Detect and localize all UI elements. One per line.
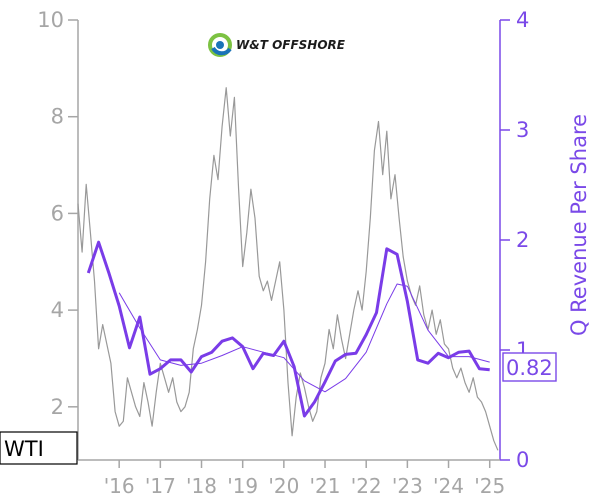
left-tick-label: 6	[51, 201, 64, 225]
logo-swoosh-icon	[211, 46, 232, 56]
series-layer	[77, 87, 499, 451]
x-tick-label: '25	[474, 474, 505, 498]
ticker-label: WTI	[4, 437, 44, 461]
brand-logo: W&T OFFSHORE	[208, 33, 346, 57]
last-value-box	[502, 352, 557, 382]
ticker-box	[0, 431, 78, 465]
x-tick-label: '18	[186, 474, 217, 498]
right-tick-label: 4	[516, 8, 529, 32]
x-tick-label: '16	[104, 474, 135, 498]
logo-center-icon	[216, 41, 224, 49]
x-tick-label: '20	[268, 474, 299, 498]
last-value-label: 0.82	[506, 356, 553, 380]
left-tick-label: 10	[37, 8, 64, 32]
brand-logo-text: W&T OFFSHORE	[236, 38, 346, 52]
left-y-ticks: 2 4 6 8 10	[37, 8, 78, 419]
x-tick-label: '21	[310, 474, 341, 498]
right-tick-label: 0	[516, 448, 529, 472]
revenue-average-line	[118, 283, 490, 393]
x-tick-label: '22	[351, 474, 382, 498]
x-tick-label: '24	[433, 474, 464, 498]
right-tick-label: 2	[516, 228, 529, 252]
left-tick-label: 4	[51, 298, 64, 322]
x-tick-label: '23	[392, 474, 423, 498]
right-axis-label: Q Revenue Per Share	[567, 114, 591, 336]
left-tick-label: 2	[51, 395, 64, 419]
x-ticks: '16 '17 '18 '19 '20 '21 '22 '23 '24 '25	[104, 460, 505, 498]
x-tick-label: '19	[227, 474, 258, 498]
price-line	[77, 87, 499, 451]
x-tick-label: '17	[145, 474, 176, 498]
left-tick-label: 8	[51, 105, 64, 129]
right-tick-label: 3	[516, 118, 529, 142]
revenue-line	[86, 240, 490, 418]
